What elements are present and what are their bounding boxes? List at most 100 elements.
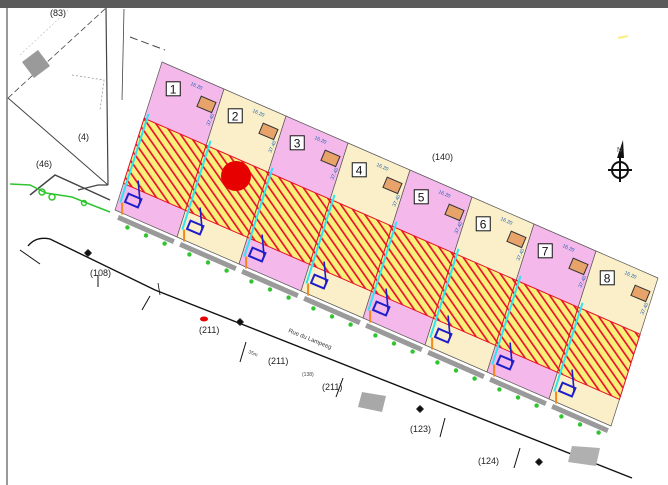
- lot-number: 6: [480, 217, 487, 231]
- lot-width-label: 16.20: [313, 135, 327, 146]
- shrub: [515, 395, 521, 400]
- lot-width-label: 16.20: [437, 189, 451, 200]
- shrub: [410, 349, 415, 354]
- shrub: [497, 387, 502, 392]
- paving-strip: [117, 215, 175, 244]
- network-line: [571, 369, 575, 392]
- lot-depth-label: 37.40: [516, 248, 527, 262]
- lot-number-box: [165, 81, 181, 97]
- parcel-label: (123): [410, 424, 431, 434]
- shrub: [596, 430, 601, 435]
- water-line: [181, 140, 212, 230]
- network-line: [137, 180, 141, 203]
- lot-depth-label: 37.40: [206, 113, 217, 127]
- network-line: [509, 342, 513, 365]
- garage-icon: [196, 95, 217, 114]
- shrub: [348, 322, 353, 327]
- parcel-label: (4): [78, 132, 89, 142]
- water-line: [367, 221, 398, 311]
- lot-depth-label: 37.40: [454, 221, 465, 235]
- lot-number: 2: [232, 109, 239, 123]
- parcel-label: (140): [432, 152, 453, 162]
- neighbor-building: [22, 50, 50, 78]
- location-marker[interactable]: [221, 161, 251, 191]
- parcel-label-small: (138): [302, 372, 314, 378]
- water-line: [491, 275, 522, 365]
- paving-strip: [241, 269, 299, 298]
- garage-icon: [568, 257, 589, 276]
- network-box: [185, 219, 205, 236]
- network-box: [309, 273, 329, 290]
- paving-strip: [303, 296, 361, 325]
- paving-strip: [427, 350, 485, 379]
- paving-strip: [551, 404, 609, 433]
- parcel-label: (211): [199, 325, 219, 335]
- garage-icon: [506, 230, 527, 249]
- lot-number-box: [537, 243, 553, 259]
- shrub: [249, 279, 254, 284]
- parcel-label: (108): [90, 268, 111, 278]
- lot-number-box: [289, 135, 305, 151]
- shrub: [267, 287, 273, 292]
- shrub: [143, 233, 149, 238]
- lot-number: 1: [170, 82, 177, 96]
- lot-number: 4: [356, 163, 363, 177]
- network-box: [371, 300, 391, 317]
- shrub: [577, 422, 583, 427]
- shrub: [205, 260, 211, 265]
- street-block: [358, 392, 386, 412]
- lot-width-label: 16.20: [499, 216, 513, 227]
- shrub: [187, 252, 192, 257]
- network-box: [433, 327, 453, 344]
- shrub: [472, 376, 477, 381]
- yellow-mark: [617, 35, 629, 39]
- parcel-label: (124): [478, 456, 499, 466]
- shrub: [311, 306, 316, 311]
- lot-number-box: [351, 162, 367, 178]
- network-line: [261, 234, 265, 257]
- lot-number-box: [599, 270, 615, 286]
- network-box: [247, 246, 267, 263]
- lot-width-label: 16.20: [623, 270, 637, 281]
- paving-strip: [365, 323, 423, 352]
- lot-number-box: [227, 108, 243, 124]
- shrub: [286, 295, 291, 300]
- red-point: [200, 316, 208, 322]
- parcel-label: (83): [50, 8, 66, 18]
- garage-icon: [630, 284, 651, 303]
- shrub: [373, 333, 378, 338]
- lot-number: 8: [604, 271, 611, 285]
- water-line: [429, 248, 460, 338]
- lot-width-label: 16.20: [251, 108, 265, 119]
- parcel-label: (211): [322, 382, 342, 392]
- garage-icon: [320, 149, 341, 168]
- green-network: [9, 183, 111, 213]
- tree-icons: [84, 249, 543, 466]
- lot-depth-label: 37.40: [640, 302, 651, 316]
- paving-strip: [489, 377, 547, 406]
- shrub: [125, 225, 130, 230]
- shrub: [391, 341, 397, 346]
- distance-label: 35m: [247, 349, 258, 358]
- lot-depth-label: 37.40: [268, 140, 279, 154]
- shrub: [559, 414, 564, 419]
- lot-number-box: [413, 189, 429, 205]
- lot-details: 1 16.20 37.40 2 16.20 37.40 3 16.20 37.40 4 16.20 3…: [117, 81, 651, 435]
- north-label: N: [617, 147, 622, 154]
- shrub: [329, 314, 335, 319]
- lot-width-label: 16.20: [189, 81, 203, 92]
- north-arrow-icon: N: [608, 140, 632, 182]
- lot-depth-label: 37.40: [330, 167, 341, 181]
- water-line: [305, 194, 336, 284]
- top-bar: [0, 0, 668, 8]
- lot-width-label: 16.20: [561, 243, 575, 254]
- street-name: Rue du Lampeeg: [287, 328, 332, 351]
- street-lines: [19, 237, 633, 479]
- network-line: [447, 315, 451, 338]
- shrub: [162, 241, 167, 246]
- garage-icon: [258, 122, 279, 141]
- parcel-label: (211): [268, 356, 288, 366]
- shrub: [534, 403, 539, 408]
- paving-strip: [179, 242, 237, 271]
